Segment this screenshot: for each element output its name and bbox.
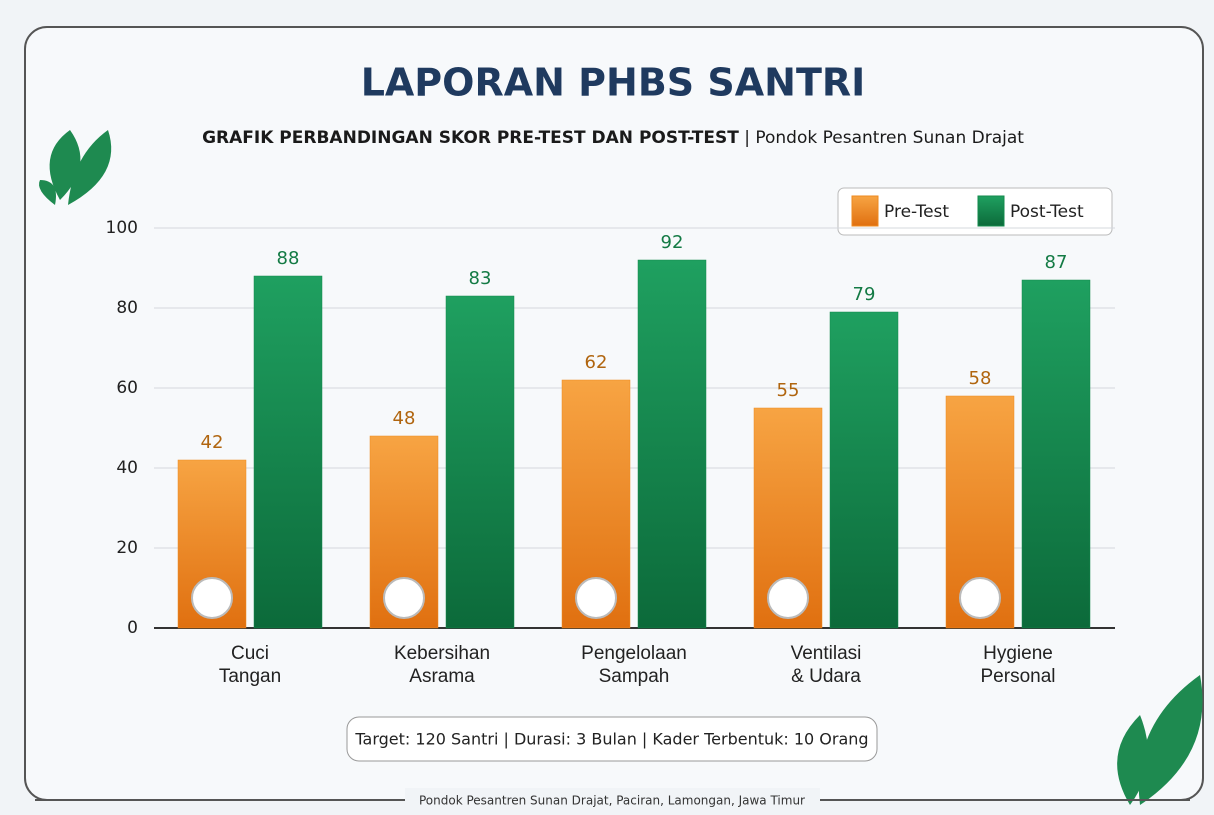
category-icon: [576, 578, 616, 618]
page: LAPORAN PHBS SANTRI GRAFIK PERBANDINGAN …: [0, 0, 1214, 815]
x-tick-label: Kebersihan Asrama: [352, 642, 532, 688]
y-tick-label: 80: [116, 298, 138, 318]
value-label: 88: [277, 248, 300, 269]
legend-label: Pre-Test: [884, 202, 949, 222]
category-icon: [960, 578, 1000, 618]
value-label: 48: [393, 408, 416, 429]
bar: [1022, 280, 1090, 628]
chart-subtitle: GRAFIK PERBANDINGAN SKOR PRE-TEST DAN PO…: [202, 128, 1024, 148]
value-label: 55: [777, 380, 800, 401]
y-tick-label: 20: [116, 538, 138, 558]
x-tick-label: Cuci Tangan: [160, 642, 340, 688]
legend-swatch: [978, 196, 1004, 226]
info-text: Target: 120 Santri | Durasi: 3 Bulan | K…: [354, 730, 868, 749]
value-label: 62: [585, 352, 608, 373]
value-label: 92: [661, 232, 684, 253]
legend-label: Post-Test: [1010, 202, 1084, 222]
value-label: 87: [1045, 252, 1068, 273]
category-icon: [384, 578, 424, 618]
legend-swatch: [852, 196, 878, 226]
bar: [830, 312, 898, 628]
category-icon: [192, 578, 232, 618]
bar: [638, 260, 706, 628]
bar: [446, 296, 514, 628]
y-tick-label: 100: [106, 218, 138, 238]
value-label: 42: [201, 432, 224, 453]
x-tick-label: Ventilasi & Udara: [736, 642, 916, 688]
subtitle-main: GRAFIK PERBANDINGAN SKOR PRE-TEST DAN PO…: [202, 128, 739, 148]
value-label: 83: [469, 268, 492, 289]
y-tick-label: 60: [116, 378, 138, 398]
footer-text: Pondok Pesantren Sunan Drajat, Paciran, …: [419, 794, 805, 808]
bar: [254, 276, 322, 628]
subtitle-note: | Pondok Pesantren Sunan Drajat: [744, 128, 1024, 148]
category-icon: [768, 578, 808, 618]
x-tick-label: Pengelolaan Sampah: [544, 642, 724, 688]
x-tick-label: Hygiene Personal: [928, 642, 1108, 688]
chart-title: LAPORAN PHBS SANTRI: [361, 61, 866, 105]
value-label: 58: [969, 368, 992, 389]
y-tick-label: 40: [116, 458, 138, 478]
chart: LAPORAN PHBS SANTRI GRAFIK PERBANDINGAN …: [0, 0, 1214, 815]
y-tick-label: 0: [127, 618, 138, 638]
value-label: 79: [853, 284, 876, 305]
